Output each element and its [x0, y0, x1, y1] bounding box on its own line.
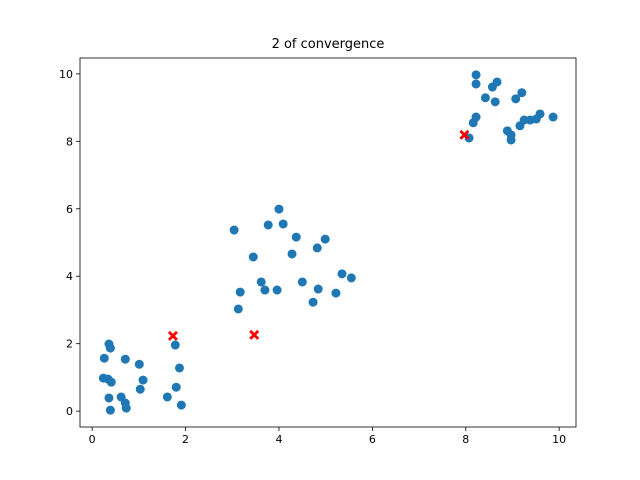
point	[313, 284, 323, 294]
point	[287, 249, 297, 259]
point	[331, 288, 341, 298]
point	[260, 285, 270, 295]
point	[487, 82, 497, 92]
y-tick-label: 0	[66, 405, 73, 418]
point	[233, 304, 243, 314]
point	[515, 121, 525, 131]
point	[134, 359, 144, 369]
point	[162, 392, 172, 402]
x-tick-label: 4	[275, 433, 282, 446]
y-tick-label: 2	[66, 338, 73, 351]
point	[248, 252, 258, 262]
point	[274, 204, 284, 214]
point	[312, 243, 322, 253]
chart-title: 2 of convergence	[272, 37, 385, 52]
point	[490, 97, 500, 107]
axes-frame	[79, 57, 577, 428]
point	[531, 114, 541, 124]
point	[263, 220, 273, 230]
point	[291, 232, 301, 242]
point	[174, 363, 184, 373]
point	[170, 340, 180, 350]
point	[229, 225, 239, 235]
point	[121, 403, 131, 413]
point	[120, 354, 130, 364]
point	[471, 79, 481, 89]
x-tick-label: 8	[462, 433, 469, 446]
point	[106, 377, 116, 387]
y-tick-label: 4	[66, 270, 73, 283]
centroid-marker	[249, 329, 260, 340]
x-tick-label: 2	[182, 433, 189, 446]
point	[135, 384, 145, 394]
x-tick-label: 0	[89, 433, 96, 446]
y-tick-label: 6	[66, 203, 73, 216]
centroid-marker	[167, 330, 178, 341]
y-tick-label: 10	[59, 68, 73, 81]
centroid-marker	[459, 129, 470, 140]
point	[468, 118, 478, 128]
point	[104, 393, 114, 403]
y-tick-label: 8	[66, 135, 73, 148]
point	[138, 375, 148, 385]
point	[346, 273, 356, 283]
point	[105, 343, 115, 353]
point	[320, 234, 330, 244]
point	[471, 70, 481, 80]
point	[235, 287, 245, 297]
point	[480, 93, 490, 103]
point	[506, 135, 516, 145]
point	[256, 277, 266, 287]
point	[511, 94, 521, 104]
x-tick-label: 6	[369, 433, 376, 446]
point	[171, 382, 181, 392]
point	[517, 88, 527, 98]
point	[278, 219, 288, 229]
point	[176, 400, 186, 410]
point	[99, 353, 109, 363]
point	[548, 112, 558, 122]
point	[308, 297, 318, 307]
x-tick-label: 10	[552, 433, 566, 446]
point	[272, 285, 282, 295]
point	[105, 405, 115, 415]
point	[297, 277, 307, 287]
point	[337, 269, 347, 279]
